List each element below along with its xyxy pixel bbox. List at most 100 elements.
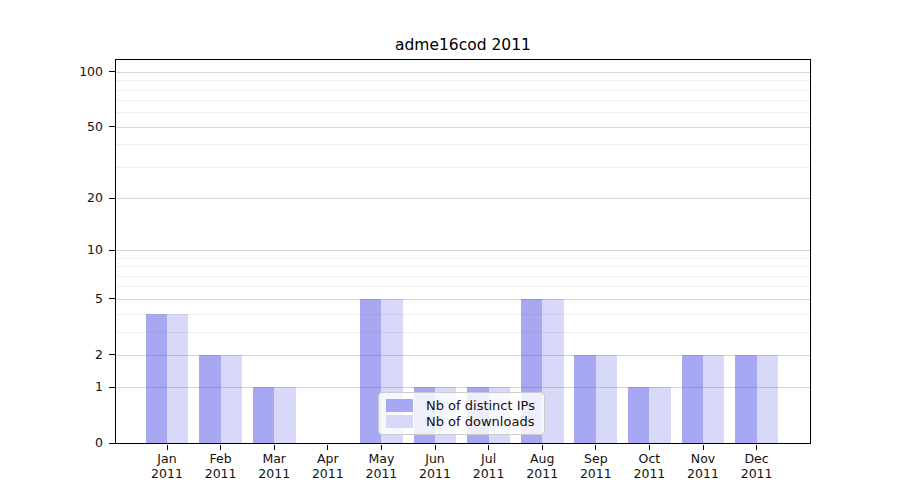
legend-swatch-downloads	[386, 415, 413, 428]
y-tick-mark	[109, 298, 115, 299]
legend-item-distinct-ips: Nb of distinct IPs	[386, 398, 536, 413]
bar-dec-downloads	[757, 355, 778, 443]
x-tick-label: Oct2011	[621, 451, 677, 481]
bar-oct-downloads	[649, 387, 670, 443]
x-tick-year: 2011	[193, 466, 249, 481]
x-tick-year: 2011	[461, 466, 517, 481]
y-gridline-minor	[116, 286, 810, 287]
bar-feb-downloads	[221, 355, 242, 443]
x-tick-mark	[649, 445, 650, 450]
chart-title: adme16cod 2011	[115, 36, 811, 56]
x-tick-month: Nov	[675, 451, 731, 466]
bar-mar-downloads	[274, 387, 295, 443]
x-tick-month: Mar	[246, 451, 302, 466]
y-gridline-major	[116, 127, 810, 128]
legend-label: Nb of downloads	[426, 414, 536, 429]
x-tick-year: 2011	[139, 466, 195, 481]
x-tick-year: 2011	[729, 466, 785, 481]
x-tick-label: Mar2011	[246, 451, 302, 481]
bar-jan-downloads	[167, 314, 188, 443]
legend-item-downloads: Nb of downloads	[386, 414, 536, 429]
y-tick-label: 20	[39, 190, 103, 206]
bar-oct-distinct-ips	[628, 387, 649, 443]
y-gridline-minor	[116, 167, 810, 168]
x-tick-label: May2011	[353, 451, 409, 481]
bar-aug-downloads	[542, 299, 563, 443]
x-tick-label: Nov2011	[675, 451, 731, 481]
x-tick-mark	[327, 445, 328, 450]
x-tick-year: 2011	[675, 466, 731, 481]
x-tick-mark	[703, 445, 704, 450]
y-gridline-major	[116, 299, 810, 300]
y-tick-label: 0	[39, 435, 103, 451]
x-tick-label: Aug2011	[514, 451, 570, 481]
x-tick-year: 2011	[246, 466, 302, 481]
y-tick-mark	[109, 198, 115, 199]
bar-jan-distinct-ips	[146, 314, 167, 443]
y-gridline-minor	[116, 100, 810, 101]
y-gridline-minor	[116, 90, 810, 91]
x-tick-month: Sep	[568, 451, 624, 466]
x-tick-month: Jul	[461, 451, 517, 466]
y-gridline-major	[116, 250, 810, 251]
y-gridline-major	[116, 387, 810, 388]
x-tick-month: Apr	[300, 451, 356, 466]
y-gridline-minor	[116, 332, 810, 333]
y-tick-mark	[109, 387, 115, 388]
x-tick-year: 2011	[353, 466, 409, 481]
y-gridline-minor	[116, 266, 810, 267]
x-tick-month: Dec	[729, 451, 785, 466]
x-tick-year: 2011	[621, 466, 677, 481]
x-tick-mark	[488, 445, 489, 450]
x-tick-label: Jun2011	[407, 451, 463, 481]
x-tick-label: Jan2011	[139, 451, 195, 481]
x-tick-mark	[435, 445, 436, 450]
y-gridline-minor	[116, 258, 810, 259]
bar-dec-distinct-ips	[735, 355, 756, 443]
x-tick-month: Jun	[407, 451, 463, 466]
x-tick-month: Aug	[514, 451, 570, 466]
x-tick-year: 2011	[514, 466, 570, 481]
figure: adme16cod 2011 0125102050100 Jan2011Feb2…	[0, 0, 900, 500]
y-tick-mark	[109, 443, 115, 444]
bar-sep-downloads	[596, 355, 617, 443]
y-gridline-minor	[116, 276, 810, 277]
y-tick-mark	[109, 71, 115, 72]
y-tick-label: 10	[39, 242, 103, 258]
x-tick-month: Oct	[621, 451, 677, 466]
x-tick-mark	[381, 445, 382, 450]
y-gridline-major	[116, 355, 810, 356]
y-tick-label: 50	[39, 119, 103, 135]
y-tick-label: 100	[39, 64, 103, 80]
y-gridline-minor	[116, 314, 810, 315]
plot-area	[115, 59, 811, 444]
y-tick-mark	[109, 126, 115, 127]
y-tick-label: 1	[39, 379, 103, 395]
y-tick-mark	[109, 250, 115, 251]
x-tick-label: Apr2011	[300, 451, 356, 481]
bar-feb-distinct-ips	[199, 355, 220, 443]
x-tick-month: Jan	[139, 451, 195, 466]
x-tick-year: 2011	[407, 466, 463, 481]
x-tick-mark	[220, 445, 221, 450]
y-tick-label: 2	[39, 347, 103, 363]
x-tick-month: May	[353, 451, 409, 466]
bar-nov-distinct-ips	[682, 355, 703, 443]
x-tick-mark	[167, 445, 168, 450]
bar-nov-downloads	[703, 355, 724, 443]
x-tick-mark	[756, 445, 757, 450]
y-tick-label: 5	[39, 291, 103, 307]
x-tick-label: Dec2011	[729, 451, 785, 481]
x-tick-label: Feb2011	[193, 451, 249, 481]
bar-sep-distinct-ips	[574, 355, 595, 443]
y-gridline-minor	[116, 144, 810, 145]
x-tick-label: Sep2011	[568, 451, 624, 481]
legend-swatch-distinct-ips	[386, 399, 413, 412]
x-tick-month: Feb	[193, 451, 249, 466]
y-gridline-minor	[116, 80, 810, 81]
x-tick-mark	[274, 445, 275, 450]
legend-label: Nb of distinct IPs	[426, 398, 536, 413]
x-tick-mark	[595, 445, 596, 450]
x-tick-mark	[542, 445, 543, 450]
legend: Nb of distinct IPsNb of downloads	[378, 392, 545, 435]
